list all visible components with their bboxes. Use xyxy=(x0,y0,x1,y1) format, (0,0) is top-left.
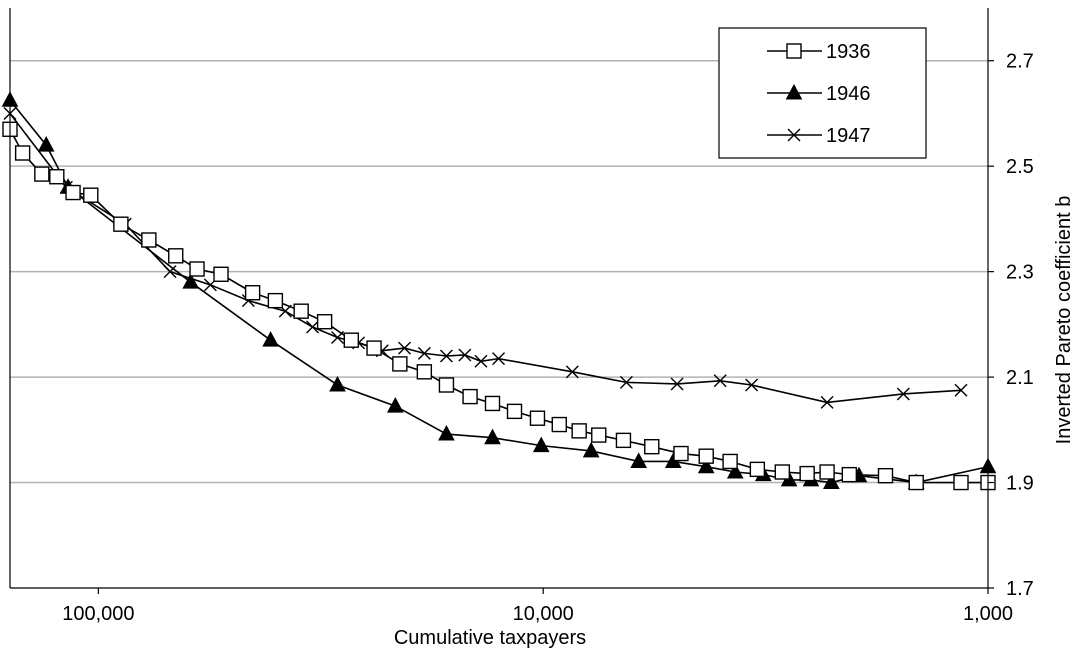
y-tick-label: 1.9 xyxy=(1006,473,1034,495)
legend: 1936 1946 1947 xyxy=(718,27,927,159)
data-point-1947 xyxy=(398,341,412,355)
data-point-1947 xyxy=(565,365,579,379)
data-point-1936 xyxy=(774,464,791,480)
x-tick-label: 1,000 xyxy=(963,603,1013,625)
data-point-1936 xyxy=(529,410,546,426)
data-point-1947 xyxy=(458,348,472,362)
series-line-1946 xyxy=(9,99,989,484)
series-1946 xyxy=(1,91,997,490)
data-point-1936 xyxy=(506,403,523,420)
data-point-1947 xyxy=(670,377,684,391)
y-tick-label: 2.7 xyxy=(1006,51,1034,73)
data-point-1947 xyxy=(306,320,320,334)
data-point-1946 xyxy=(386,397,404,413)
data-point-1936 xyxy=(113,216,129,232)
legend-marker xyxy=(787,128,801,142)
legend-item-1947: 1947 xyxy=(767,125,871,147)
data-point-1947 xyxy=(820,395,834,409)
y-tick-label: 1.7 xyxy=(1006,578,1034,600)
data-point-1947 xyxy=(492,352,506,366)
data-point-1936 xyxy=(462,388,478,405)
data-point-1936 xyxy=(877,467,894,484)
legend-label: 1947 xyxy=(826,125,871,147)
legend-box xyxy=(718,27,927,159)
data-point-1946 xyxy=(582,441,600,458)
data-point-1936 xyxy=(438,377,455,393)
data-point-1946 xyxy=(438,424,455,441)
data-point-1936 xyxy=(673,445,689,462)
data-point-1947 xyxy=(474,354,488,368)
series-line-1936 xyxy=(9,128,988,484)
series-layer xyxy=(1,91,997,491)
data-point-1936 xyxy=(293,303,309,319)
data-point-1947 xyxy=(163,265,177,279)
y-tick-label: 2.3 xyxy=(1006,262,1034,284)
data-point-1936 xyxy=(591,427,607,443)
data-point-1936 xyxy=(571,423,587,439)
data-point-1936 xyxy=(953,474,969,491)
data-point-1936 xyxy=(416,364,433,380)
data-point-1947 xyxy=(417,346,431,360)
x-tick-label: 100,000 xyxy=(62,603,134,625)
data-point-1936 xyxy=(615,432,632,449)
data-point-1936 xyxy=(244,285,261,301)
data-point-1936 xyxy=(49,169,65,185)
legend-marker xyxy=(785,83,803,100)
data-point-1946 xyxy=(182,273,200,289)
data-point-1946 xyxy=(532,436,550,453)
data-point-1936 xyxy=(141,232,157,248)
legend-label: 1946 xyxy=(826,83,871,105)
legend-item-1946: 1946 xyxy=(767,83,871,105)
data-point-1936 xyxy=(189,261,205,277)
data-point-1936 xyxy=(168,248,184,264)
data-point-1936 xyxy=(213,266,229,282)
data-point-1936 xyxy=(551,416,567,433)
tick-labels: 1.7 1.9 2.1 2.3 2.5 2.7 100,000 10,000 1,000 xyxy=(62,51,1034,625)
legend-item-1936: 1936 xyxy=(767,41,871,63)
data-point-1946 xyxy=(630,452,648,468)
data-point-1947 xyxy=(713,374,727,388)
y-tick-label: 2.5 xyxy=(1006,156,1034,178)
data-point-1947 xyxy=(619,375,633,389)
data-point-1936 xyxy=(392,356,408,372)
data-point-1936 xyxy=(484,395,501,412)
data-point-1936 xyxy=(83,187,99,203)
data-point-1947 xyxy=(954,383,968,397)
gridlines xyxy=(10,59,988,484)
data-point-1936 xyxy=(908,474,924,491)
data-point-1936 xyxy=(343,332,360,348)
data-point-1936 xyxy=(799,465,815,482)
data-point-1947 xyxy=(745,378,759,392)
data-point-1946 xyxy=(262,331,279,347)
data-point-1946 xyxy=(697,457,715,474)
data-point-1936 xyxy=(722,453,738,470)
axes xyxy=(9,8,994,594)
data-point-1947 xyxy=(439,349,453,363)
y-tick-label: 2.1 xyxy=(1006,367,1034,389)
data-point-1936 xyxy=(841,466,858,483)
data-point-1946 xyxy=(329,375,346,392)
series-1936 xyxy=(2,121,996,491)
data-point-1936 xyxy=(749,461,766,478)
data-point-1936 xyxy=(644,438,660,455)
data-point-1946 xyxy=(726,462,744,479)
y-axis-title: Inverted Pareto coefficient b xyxy=(1053,196,1075,445)
data-point-1946 xyxy=(484,428,501,445)
data-point-1936 xyxy=(698,448,714,464)
data-point-1936 xyxy=(14,145,31,161)
data-point-1946 xyxy=(823,473,840,490)
x-axis-title: Cumulative taxpayers xyxy=(394,627,586,649)
x-tick-label: 10,000 xyxy=(513,603,574,625)
data-point-1936 xyxy=(267,292,284,309)
data-point-1936 xyxy=(65,184,81,201)
legend-marker xyxy=(786,43,802,59)
data-point-1936 xyxy=(819,464,835,480)
data-point-1947 xyxy=(896,387,910,401)
data-point-1936 xyxy=(316,314,333,330)
data-point-1936 xyxy=(366,340,382,356)
data-point-1946 xyxy=(37,136,55,152)
legend-label: 1936 xyxy=(826,41,871,63)
data-point-1936 xyxy=(34,166,50,182)
